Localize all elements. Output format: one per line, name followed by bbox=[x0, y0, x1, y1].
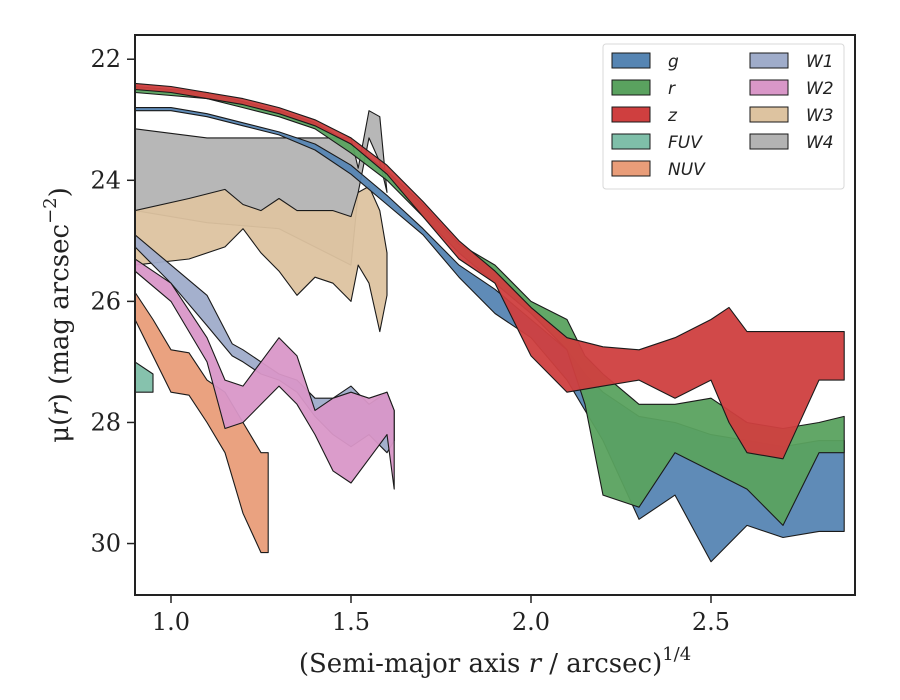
legend-swatch-w2 bbox=[749, 79, 789, 96]
legend-label-w3: W3 bbox=[806, 106, 834, 126]
legend-label-fuv: FUV bbox=[668, 133, 703, 153]
legend-label-nuv: NUV bbox=[668, 160, 706, 180]
band-nuv bbox=[135, 291, 269, 554]
band-w3 bbox=[135, 185, 388, 333]
x-axis-label: (Semi-major axis r / arcsec)1/4 bbox=[299, 644, 691, 679]
ticks-layer: 1.0 1.5 2.0 2.5 22 24 26 28 30 bbox=[90, 45, 730, 636]
legend-label-w4: W4 bbox=[806, 133, 834, 153]
x-tick-label: 2.5 bbox=[692, 608, 730, 636]
y-tick-label: 30 bbox=[90, 530, 121, 558]
y-tick-label: 24 bbox=[90, 166, 121, 194]
x-tick-label: 1.5 bbox=[332, 608, 370, 636]
y-axis-label: μ(r) (mag arcsec−2) bbox=[40, 187, 75, 443]
legend-swatch-w3 bbox=[749, 106, 789, 123]
band-z bbox=[135, 82, 845, 460]
legend-swatch-fuv bbox=[611, 133, 651, 150]
y-tick-label: 28 bbox=[90, 408, 121, 436]
legend-label-w2: W2 bbox=[806, 79, 834, 99]
y-tick-label: 26 bbox=[90, 287, 121, 315]
band-w2 bbox=[135, 258, 395, 490]
legend-label-g: g bbox=[668, 52, 679, 72]
legend-swatch-g bbox=[611, 52, 651, 69]
legend-label-r: r bbox=[668, 79, 676, 99]
band-fuv bbox=[135, 361, 154, 393]
legend-label-w1: W1 bbox=[806, 52, 834, 72]
bands-layer bbox=[135, 82, 845, 563]
legend: grz FUV NUV W1 W2 W3 W4 bbox=[602, 43, 845, 190]
legend-swatch-z bbox=[611, 106, 651, 123]
plot-frame bbox=[134, 34, 856, 596]
x-tick-label: 2.0 bbox=[512, 608, 550, 636]
legend-swatch-nuv bbox=[611, 160, 651, 177]
x-tick-label: 1.0 bbox=[152, 608, 190, 636]
legend-swatch-r bbox=[611, 79, 651, 96]
y-tick-label: 22 bbox=[90, 45, 121, 73]
legend-swatch-w1 bbox=[749, 52, 789, 69]
legend-label-z: z bbox=[667, 106, 678, 126]
legend-swatch-w4 bbox=[749, 133, 789, 150]
